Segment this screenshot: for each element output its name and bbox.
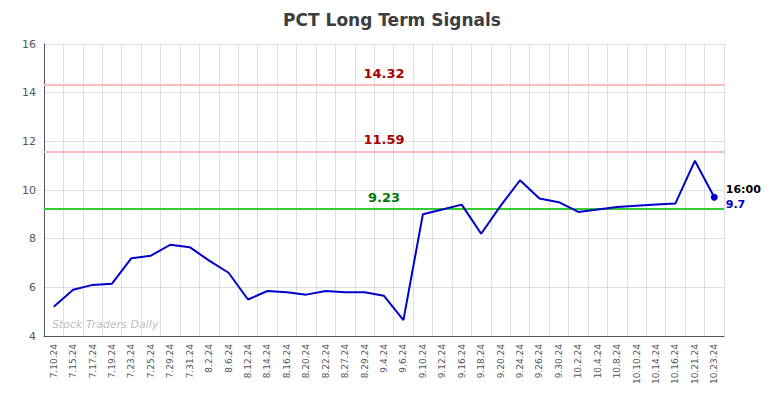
svg-text:8.16.24: 8.16.24: [282, 344, 292, 379]
svg-text:9.26.24: 9.26.24: [534, 344, 544, 379]
svg-text:4: 4: [29, 330, 36, 343]
svg-text:8.29.24: 8.29.24: [360, 344, 370, 379]
svg-text:16:00: 16:00: [726, 183, 761, 196]
svg-text:9.16.24: 9.16.24: [457, 344, 467, 379]
svg-text:8: 8: [29, 232, 36, 245]
svg-text:9.7: 9.7: [726, 198, 746, 211]
svg-text:10.8.24: 10.8.24: [612, 344, 622, 379]
svg-text:9.30.24: 9.30.24: [554, 344, 564, 379]
svg-text:7.10.24: 7.10.24: [49, 344, 59, 379]
svg-text:10.4.24: 10.4.24: [593, 344, 603, 379]
svg-text:10.10.24: 10.10.24: [632, 344, 642, 384]
svg-text:10: 10: [22, 184, 36, 197]
svg-text:9.10.24: 9.10.24: [418, 344, 428, 379]
svg-text:11.59: 11.59: [363, 132, 404, 147]
svg-text:7.23.24: 7.23.24: [126, 344, 136, 379]
svg-text:9.6.24: 9.6.24: [398, 344, 408, 373]
svg-text:8.22.24: 8.22.24: [321, 344, 331, 379]
svg-text:9.18.24: 9.18.24: [476, 344, 486, 379]
svg-text:8.20.24: 8.20.24: [301, 344, 311, 379]
svg-text:7.29.24: 7.29.24: [165, 344, 175, 379]
svg-text:10.21.24: 10.21.24: [690, 344, 700, 384]
svg-text:12: 12: [22, 135, 36, 148]
svg-text:10.16.24: 10.16.24: [670, 344, 680, 384]
svg-text:8.6.24: 8.6.24: [224, 344, 234, 373]
svg-text:9.4.24: 9.4.24: [379, 344, 389, 373]
svg-text:7.15.24: 7.15.24: [68, 344, 78, 379]
svg-text:8.14.24: 8.14.24: [262, 344, 272, 379]
svg-text:14: 14: [22, 86, 36, 99]
svg-text:10.2.24: 10.2.24: [573, 344, 583, 379]
svg-text:8.27.24: 8.27.24: [340, 344, 350, 379]
svg-text:7.25.24: 7.25.24: [146, 344, 156, 379]
svg-text:7.17.24: 7.17.24: [88, 344, 98, 379]
svg-text:6: 6: [29, 281, 36, 294]
svg-text:7.19.24: 7.19.24: [107, 344, 117, 379]
svg-text:16: 16: [22, 38, 36, 51]
svg-text:8.12.24: 8.12.24: [243, 344, 253, 379]
svg-text:9.20.24: 9.20.24: [496, 344, 506, 379]
svg-text:8.2.24: 8.2.24: [204, 344, 214, 373]
svg-text:Stock Traders Daily: Stock Traders Daily: [52, 318, 159, 331]
svg-text:9.12.24: 9.12.24: [437, 344, 447, 379]
svg-text:10.23.24: 10.23.24: [709, 344, 719, 384]
svg-text:10.14.24: 10.14.24: [651, 344, 661, 384]
svg-text:9.23: 9.23: [368, 190, 400, 205]
svg-text:9.24.24: 9.24.24: [515, 344, 525, 379]
svg-text:14.32: 14.32: [363, 66, 404, 81]
svg-text:PCT Long Term Signals: PCT Long Term Signals: [283, 10, 501, 30]
svg-text:7.31.24: 7.31.24: [185, 344, 195, 379]
